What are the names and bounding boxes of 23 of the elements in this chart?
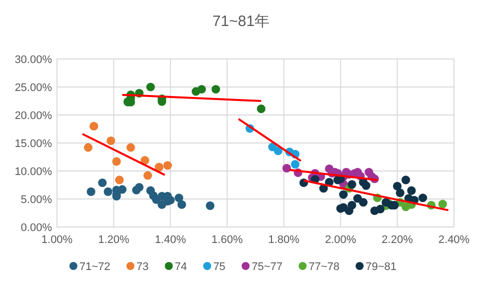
x-tick-label: 1.00% [41,234,73,246]
legend-label: 71~72 [79,261,110,273]
x-tick-label: 1.80% [268,234,300,246]
legend-label: 79~81 [366,261,397,273]
y-tick-label: 5.00% [20,194,52,206]
x-tick-label: 1.20% [98,234,130,246]
y-tick-label: 20.00% [14,110,52,122]
legend-label: 75 [213,261,226,273]
legend-label: 77~78 [308,261,340,273]
y-tick-label: 30.00% [14,54,52,66]
x-tick-label: 2.20% [382,234,414,246]
title: 71~81年 [212,13,270,30]
x-tick-label: 2.40% [438,234,470,246]
legend-label: 73 [136,261,149,273]
x-tick-label: 2.00% [324,234,356,246]
legend-label: 74 [174,261,188,273]
y-tick-label: 25.00% [14,82,52,94]
x-tick-label: 1.60% [212,234,243,246]
y-tick-label: 0.00% [20,222,52,234]
y-tick-label: 10.00% [14,166,52,178]
y-tick-label: 15.00% [14,138,52,150]
legend-label: 75~77 [252,261,283,273]
x-tick-label: 1.40% [154,234,186,246]
